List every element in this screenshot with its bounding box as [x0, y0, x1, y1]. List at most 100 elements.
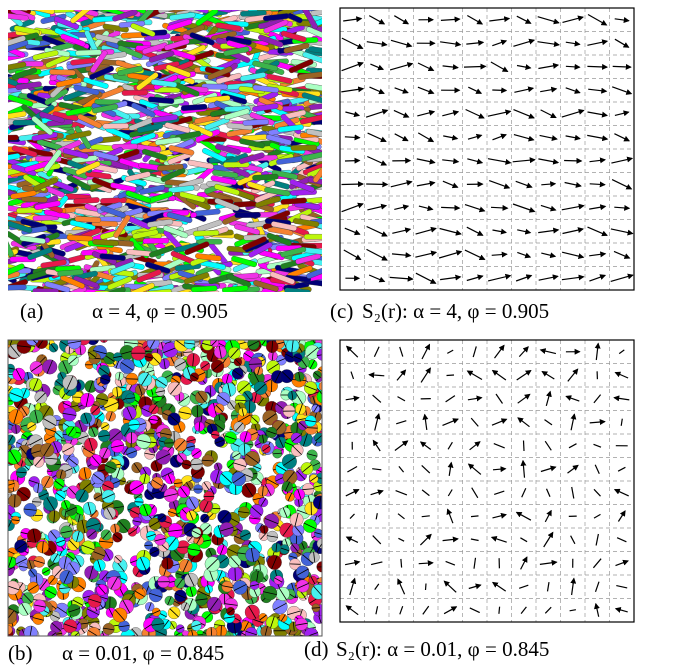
disk-axis — [55, 432, 63, 439]
orientation-arrow — [466, 274, 484, 282]
disk — [70, 630, 80, 636]
disk-axis — [134, 501, 144, 503]
orientation-arrow — [593, 394, 602, 404]
rod — [8, 284, 27, 291]
disk — [67, 340, 82, 350]
orientation-arrow — [565, 87, 581, 94]
orientation-arrow — [397, 578, 406, 595]
disk-axis — [318, 495, 322, 510]
orientation-arrow — [341, 86, 365, 93]
orientation-arrow — [446, 508, 454, 524]
disk-axis — [316, 469, 322, 473]
orientation-arrow — [570, 535, 576, 545]
orientation-arrow — [545, 390, 552, 407]
disk-axis — [104, 354, 115, 362]
orientation-arrow — [491, 369, 507, 381]
orientation-arrow — [366, 248, 388, 261]
orientation-arrow — [366, 225, 388, 237]
rod — [164, 38, 190, 51]
orientation-arrow — [541, 181, 557, 188]
disk-axis — [263, 413, 277, 423]
disk-axis — [215, 404, 223, 413]
disk-axis — [74, 555, 82, 568]
disk-axis — [243, 443, 246, 457]
orientation-arrow — [349, 577, 357, 596]
orientation-arrow — [344, 134, 361, 141]
rod — [271, 221, 297, 231]
disk-axis — [294, 513, 299, 527]
rod — [207, 66, 233, 80]
orientation-arrow — [538, 62, 560, 70]
rod — [8, 232, 14, 258]
rod — [215, 22, 242, 32]
rod — [301, 92, 322, 104]
rod-packing — [8, 10, 322, 292]
orientation-arrow — [587, 134, 609, 142]
disk-axis — [29, 438, 43, 446]
disk-axis — [283, 457, 296, 466]
disk-axis — [124, 341, 139, 345]
rod — [223, 46, 250, 57]
rod — [163, 225, 189, 239]
rod — [312, 160, 322, 183]
disk-axis — [261, 340, 267, 346]
disk-axis — [191, 530, 201, 536]
orientation-arrow — [445, 560, 456, 566]
orientation-arrow — [589, 204, 607, 211]
disk-axis — [178, 395, 190, 404]
orientation-arrow — [614, 110, 630, 117]
disk — [316, 390, 322, 404]
disk-axis — [17, 489, 30, 499]
disk-axis — [88, 437, 94, 451]
rod — [8, 12, 29, 21]
orientation-arrow — [421, 489, 430, 497]
orientation-arrow — [516, 15, 532, 24]
panel-border — [339, 339, 635, 623]
disk-axis — [72, 599, 84, 606]
orientation-arrow — [491, 581, 507, 592]
disk-axis — [262, 445, 271, 452]
orientation-arrow — [445, 395, 456, 403]
disk-axis — [63, 556, 67, 570]
disk-axis — [99, 540, 114, 543]
orientation-arrow — [369, 86, 385, 95]
disk-axis — [178, 453, 185, 463]
orientation-arrow — [521, 488, 527, 498]
disk-axis — [298, 371, 301, 382]
orientation-arrow — [415, 272, 437, 284]
rod — [306, 265, 322, 279]
disk-axis — [114, 556, 122, 563]
orientation-arrow — [587, 39, 609, 46]
orientation-arrow — [494, 344, 505, 359]
rod — [62, 148, 89, 159]
orientation-arrow — [545, 488, 551, 498]
orientation-arrow — [492, 87, 508, 94]
rod — [164, 122, 191, 134]
rod — [90, 50, 108, 73]
disk-axis — [172, 455, 181, 467]
disk-axis — [153, 629, 167, 636]
disk-axis — [221, 585, 233, 589]
rod — [131, 102, 156, 118]
orientation-arrow — [561, 203, 585, 211]
rod — [289, 179, 315, 193]
rod — [112, 10, 138, 22]
disk-axis — [160, 483, 166, 492]
orientation-arrow — [368, 372, 385, 379]
disk-axis — [76, 530, 80, 542]
disk-axis — [188, 497, 197, 509]
rod — [13, 25, 40, 36]
disk-axis — [28, 479, 40, 484]
orientation-arrow — [472, 346, 477, 358]
orientation-arrow — [515, 511, 532, 521]
rod — [66, 175, 91, 191]
disk-axis — [28, 560, 33, 570]
disk-axis — [133, 462, 141, 473]
disk-axis — [276, 357, 287, 363]
disk-axis — [14, 494, 16, 508]
orientation-arrow — [396, 369, 407, 381]
rod — [96, 10, 123, 11]
disk-axis — [310, 576, 316, 585]
disk-axis — [211, 433, 220, 436]
rod — [226, 127, 253, 138]
